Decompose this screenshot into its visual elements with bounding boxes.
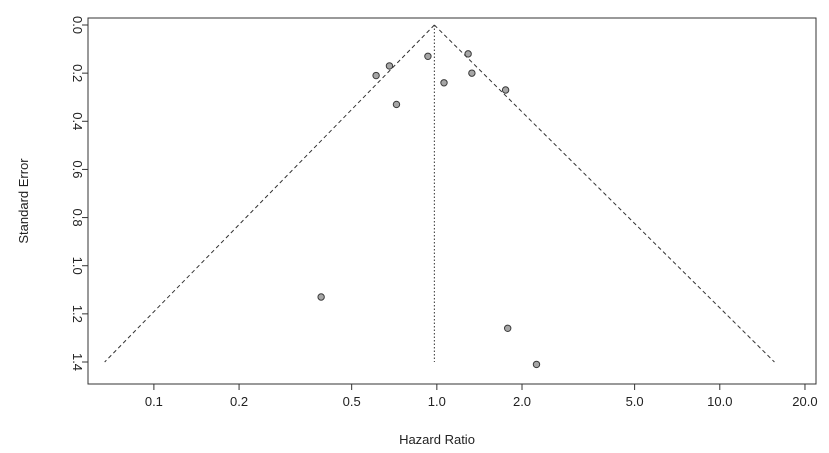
y-tick-label: 0.4 (70, 112, 85, 130)
y-tick-label: 1.0 (70, 257, 85, 275)
x-tick-label: 20.0 (792, 394, 817, 409)
data-point (532, 360, 541, 369)
x-tick-label: 1.0 (428, 394, 446, 409)
y-tick-label: 0.2 (70, 64, 85, 82)
y-tick-label: 0.6 (70, 160, 85, 178)
x-tick-label: 2.0 (513, 394, 531, 409)
y-axis-title: Standard Error (16, 158, 31, 244)
y-tick-label: 0.0 (70, 16, 85, 34)
y-tick-label: 1.4 (70, 353, 85, 371)
x-tick-label: 0.1 (145, 394, 163, 409)
data-points (317, 50, 541, 369)
data-point (385, 62, 394, 70)
funnel-right-limit (434, 24, 775, 363)
funnel-lines (104, 24, 775, 363)
data-point (392, 100, 401, 109)
x-tick-label: 5.0 (626, 394, 644, 409)
data-point (317, 293, 325, 301)
data-point (464, 50, 472, 58)
data-point (440, 79, 448, 87)
x-axis-title: Hazard Ratio (399, 432, 475, 447)
x-axis: 0.1 0.2 0.5 1.0 2.0 5.0 10.0 20.0 (145, 384, 818, 409)
plot-box (87, 17, 817, 385)
y-tick-label: 1.2 (70, 305, 85, 323)
data-point (503, 324, 512, 332)
x-tick-label: 0.5 (343, 394, 361, 409)
y-tick-label: 0.8 (70, 209, 85, 227)
data-point (501, 86, 510, 94)
data-point (468, 69, 476, 77)
data-point (372, 71, 380, 80)
data-point (424, 52, 432, 60)
y-axis: 0.0 0.2 0.4 0.6 0.8 1.0 1.2 1.4 (70, 16, 88, 371)
x-tick-label: 0.2 (230, 394, 248, 409)
x-tick-label: 10.0 (707, 394, 732, 409)
plot-frame (87, 17, 817, 385)
funnel-left-limit (104, 24, 435, 363)
